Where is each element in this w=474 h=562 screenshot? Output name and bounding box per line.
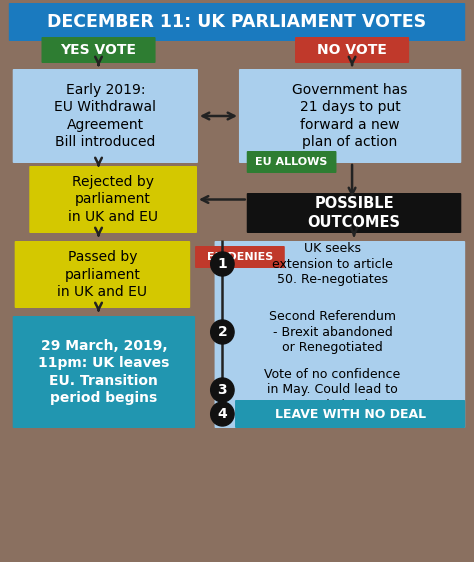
Text: Early 2019:
EU Withdrawal
Agreement
Bill introduced: Early 2019: EU Withdrawal Agreement Bill… (55, 83, 156, 149)
Text: POSSIBLE
OUTCOMES: POSSIBLE OUTCOMES (308, 196, 401, 230)
Circle shape (210, 320, 234, 344)
FancyBboxPatch shape (9, 3, 465, 41)
Text: NO VOTE: NO VOTE (317, 43, 387, 57)
Text: EU ALLOWS: EU ALLOWS (255, 157, 328, 167)
FancyBboxPatch shape (42, 37, 155, 63)
FancyBboxPatch shape (247, 193, 461, 233)
Text: 1: 1 (218, 257, 227, 271)
Text: Passed by
parliament
in UK and EU: Passed by parliament in UK and EU (57, 250, 147, 299)
Text: 3: 3 (218, 383, 227, 397)
Text: Rejected by
parliament
in UK and EU: Rejected by parliament in UK and EU (68, 175, 158, 224)
Text: UK seeks
extension to article
50. Re-negotiates: UK seeks extension to article 50. Re-neg… (272, 242, 393, 287)
Circle shape (210, 252, 234, 276)
Text: Second Referendum
- Brexit abandoned
or Renegotiated: Second Referendum - Brexit abandoned or … (269, 310, 396, 355)
Text: Government has
21 days to put
forward a new
plan of action: Government has 21 days to put forward a … (292, 83, 408, 149)
Text: DECEMBER 11: UK PARLIAMENT VOTES: DECEMBER 11: UK PARLIAMENT VOTES (47, 13, 427, 31)
FancyBboxPatch shape (29, 166, 197, 233)
FancyBboxPatch shape (235, 400, 465, 428)
Text: 4: 4 (218, 407, 227, 421)
FancyBboxPatch shape (13, 316, 195, 428)
Text: 29 March, 2019,
11pm: UK leaves
EU. Transition
period begins: 29 March, 2019, 11pm: UK leaves EU. Tran… (38, 339, 170, 405)
FancyBboxPatch shape (295, 37, 409, 63)
FancyBboxPatch shape (195, 246, 285, 268)
Text: 2: 2 (218, 325, 227, 339)
FancyBboxPatch shape (13, 69, 198, 163)
Circle shape (210, 402, 234, 426)
Text: Vote of no confidence
in May. Could lead to
general election: Vote of no confidence in May. Could lead… (264, 368, 401, 413)
Text: YES VOTE: YES VOTE (61, 43, 137, 57)
FancyBboxPatch shape (239, 69, 461, 163)
FancyBboxPatch shape (215, 241, 465, 428)
FancyBboxPatch shape (247, 151, 337, 173)
FancyBboxPatch shape (15, 241, 190, 308)
Text: LEAVE WITH NO DEAL: LEAVE WITH NO DEAL (274, 407, 426, 420)
Circle shape (210, 378, 234, 402)
Text: EU DENIES: EU DENIES (207, 252, 273, 262)
